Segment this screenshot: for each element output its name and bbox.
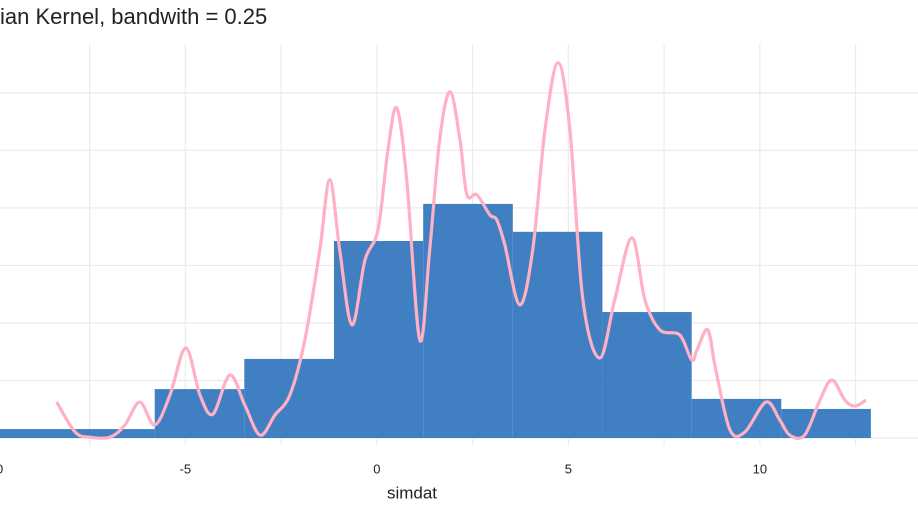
chart-title: ian Kernel, bandwith = 0.25	[0, 4, 267, 29]
x-tick-label: -10	[0, 461, 3, 476]
x-tick-label: 0	[373, 461, 380, 476]
x-axis-label: simdat	[387, 483, 437, 502]
x-tick-label: 10	[753, 461, 767, 476]
bar	[602, 312, 692, 439]
x-tick-label: -5	[180, 461, 192, 476]
bar	[423, 203, 513, 439]
marks	[0, 61, 871, 440]
density-line	[55, 61, 867, 440]
bar	[65, 429, 155, 439]
bar	[333, 241, 424, 439]
bar	[0, 429, 66, 439]
bar	[781, 408, 871, 439]
bar	[691, 398, 782, 439]
x-tick-label: 5	[565, 461, 572, 476]
